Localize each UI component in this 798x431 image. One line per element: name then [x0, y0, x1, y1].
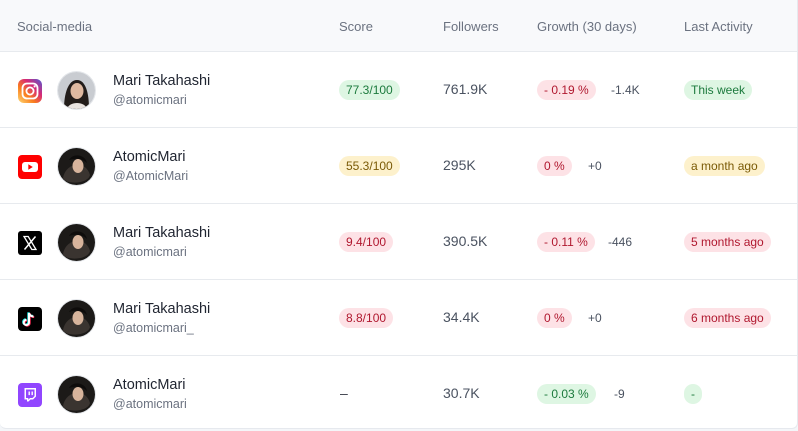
growth-delta: -9 [614, 387, 625, 401]
x-icon [18, 231, 42, 255]
score-badge: 77.3/100 [339, 80, 400, 100]
followers-count: 30.7K [443, 385, 480, 401]
growth-badge: 0 % [537, 156, 572, 176]
twitch-icon [18, 383, 42, 407]
avatar[interactable] [58, 148, 95, 185]
avatar[interactable] [58, 224, 95, 261]
profile-handle: @atomicmari [113, 397, 187, 411]
profile-name[interactable]: AtomicMari [113, 377, 186, 393]
table-row[interactable]: AtomicMari @atomicmari – 30.7K - 0.03 % … [0, 356, 797, 431]
activity-badge: This week [684, 80, 753, 100]
col-followers[interactable]: Followers [443, 19, 499, 34]
activity-badge: - [684, 384, 702, 404]
profile-handle: @atomicmari_ [113, 321, 194, 335]
table-row[interactable]: Mari Takahashi @atomicmari_ 8.8/100 34.4… [0, 280, 797, 356]
followers-count: 295K [443, 157, 476, 173]
score-badge: 55.3/100 [339, 156, 400, 176]
activity-badge: 5 months ago [684, 232, 771, 252]
growth-delta: -446 [608, 235, 633, 249]
table-row[interactable]: Mari Takahashi @atomicmari 77.3/100 761.… [0, 52, 797, 128]
growth-badge: - 0.11 % [537, 232, 595, 252]
profile-handle: @atomicmari [113, 245, 187, 259]
followers-count: 34.4K [443, 309, 480, 325]
col-social-media[interactable]: Social-media [17, 19, 93, 34]
instagram-icon [18, 79, 42, 103]
table-header: Social-media Score Followers Growth (30 … [0, 0, 797, 52]
activity-badge: 6 months ago [684, 308, 771, 328]
score-value: – [340, 385, 348, 401]
profile-name[interactable]: Mari Takahashi [113, 73, 211, 89]
growth-badge: - 0.03 % [537, 384, 596, 404]
growth-delta: +0 [588, 159, 602, 173]
profile-handle: @AtomicMari [113, 169, 189, 183]
growth-delta: +0 [588, 311, 602, 325]
score-badge: 8.8/100 [339, 308, 394, 328]
profile-name[interactable]: Mari Takahashi [113, 301, 211, 317]
activity-badge: a month ago [684, 156, 765, 176]
growth-badge: 0 % [537, 308, 572, 328]
followers-count: 390.5K [443, 233, 488, 249]
table-row[interactable]: AtomicMari @AtomicMari 55.3/100 295K 0 %… [0, 128, 797, 204]
avatar[interactable] [58, 376, 95, 413]
profile-name[interactable]: Mari Takahashi [113, 225, 211, 241]
col-growth[interactable]: Growth (30 days) [537, 19, 637, 34]
col-score[interactable]: Score [339, 19, 373, 34]
growth-delta: -1.4K [611, 83, 640, 97]
youtube-icon [18, 155, 42, 179]
col-last-activity[interactable]: Last Activity [684, 19, 753, 34]
avatar[interactable] [58, 72, 95, 109]
avatar[interactable] [58, 300, 95, 337]
followers-count: 761.9K [443, 81, 488, 97]
profile-handle: @atomicmari [113, 93, 187, 107]
table-row[interactable]: Mari Takahashi @atomicmari 9.4/100 390.5… [0, 204, 797, 280]
tiktok-icon [18, 307, 42, 331]
growth-badge: - 0.19 % [537, 80, 596, 100]
score-badge: 9.4/100 [339, 232, 394, 252]
profile-name[interactable]: AtomicMari [113, 149, 186, 165]
